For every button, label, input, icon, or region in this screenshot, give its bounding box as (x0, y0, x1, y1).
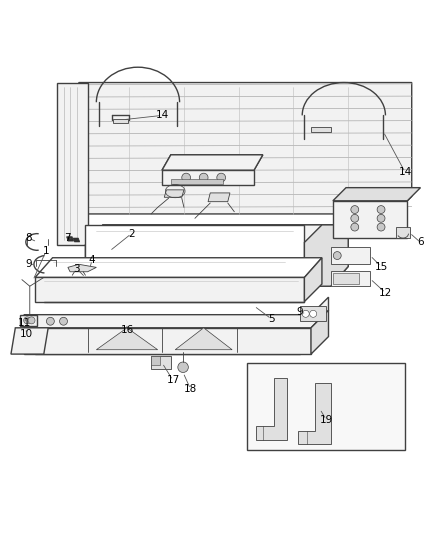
Text: 18: 18 (184, 384, 197, 394)
Polygon shape (79, 83, 412, 214)
Text: 9: 9 (297, 308, 304, 318)
Polygon shape (24, 328, 311, 354)
Text: 11: 11 (18, 318, 31, 328)
Polygon shape (396, 227, 410, 238)
Polygon shape (311, 127, 331, 132)
Polygon shape (175, 328, 232, 350)
Polygon shape (35, 278, 304, 302)
Circle shape (351, 214, 359, 222)
Bar (247, 363, 405, 450)
Polygon shape (57, 83, 88, 245)
Polygon shape (300, 306, 326, 321)
Circle shape (28, 317, 35, 324)
Polygon shape (298, 383, 331, 444)
Polygon shape (304, 225, 348, 286)
Polygon shape (333, 201, 407, 238)
Polygon shape (85, 225, 304, 286)
Polygon shape (162, 170, 254, 185)
Polygon shape (331, 247, 370, 264)
Polygon shape (67, 237, 74, 241)
Circle shape (24, 317, 31, 324)
Circle shape (182, 173, 191, 182)
Polygon shape (20, 314, 37, 326)
Polygon shape (331, 271, 370, 286)
Text: 14: 14 (399, 167, 412, 177)
Polygon shape (311, 310, 328, 354)
Polygon shape (304, 258, 322, 302)
Circle shape (351, 223, 359, 231)
Polygon shape (24, 297, 328, 328)
Polygon shape (208, 193, 230, 201)
Text: 16: 16 (120, 325, 134, 335)
Polygon shape (35, 258, 322, 278)
Circle shape (217, 173, 226, 182)
Text: 7: 7 (64, 233, 71, 243)
Polygon shape (73, 238, 80, 242)
Polygon shape (256, 378, 287, 440)
Text: 14: 14 (155, 110, 169, 120)
Text: 17: 17 (166, 375, 180, 385)
Text: 6: 6 (417, 237, 424, 247)
Circle shape (310, 310, 317, 317)
Polygon shape (164, 190, 184, 197)
Text: 19: 19 (320, 415, 333, 425)
Polygon shape (113, 119, 128, 123)
Circle shape (46, 317, 54, 325)
Polygon shape (162, 155, 263, 170)
Polygon shape (162, 155, 263, 170)
Text: 10: 10 (20, 329, 33, 340)
Polygon shape (11, 328, 48, 354)
Polygon shape (85, 225, 348, 286)
Polygon shape (96, 328, 158, 350)
Text: 3: 3 (73, 264, 80, 273)
Polygon shape (333, 273, 359, 284)
Text: 2: 2 (128, 229, 135, 239)
Text: 4: 4 (88, 255, 95, 265)
Polygon shape (171, 179, 223, 184)
Text: 1: 1 (42, 246, 49, 256)
Circle shape (377, 223, 385, 231)
Circle shape (60, 317, 67, 325)
Circle shape (333, 252, 341, 260)
Polygon shape (151, 356, 160, 365)
Circle shape (377, 206, 385, 214)
Polygon shape (333, 188, 420, 201)
Polygon shape (68, 264, 96, 272)
Polygon shape (151, 356, 171, 369)
Text: 9: 9 (25, 260, 32, 269)
Text: 15: 15 (374, 262, 388, 271)
Polygon shape (35, 328, 300, 354)
Circle shape (351, 206, 359, 214)
Polygon shape (85, 225, 348, 245)
Circle shape (178, 362, 188, 373)
Circle shape (199, 173, 208, 182)
Text: 12: 12 (379, 288, 392, 298)
Text: 5: 5 (268, 314, 275, 324)
Text: 8: 8 (25, 233, 32, 243)
Circle shape (377, 214, 385, 222)
Circle shape (302, 310, 309, 317)
